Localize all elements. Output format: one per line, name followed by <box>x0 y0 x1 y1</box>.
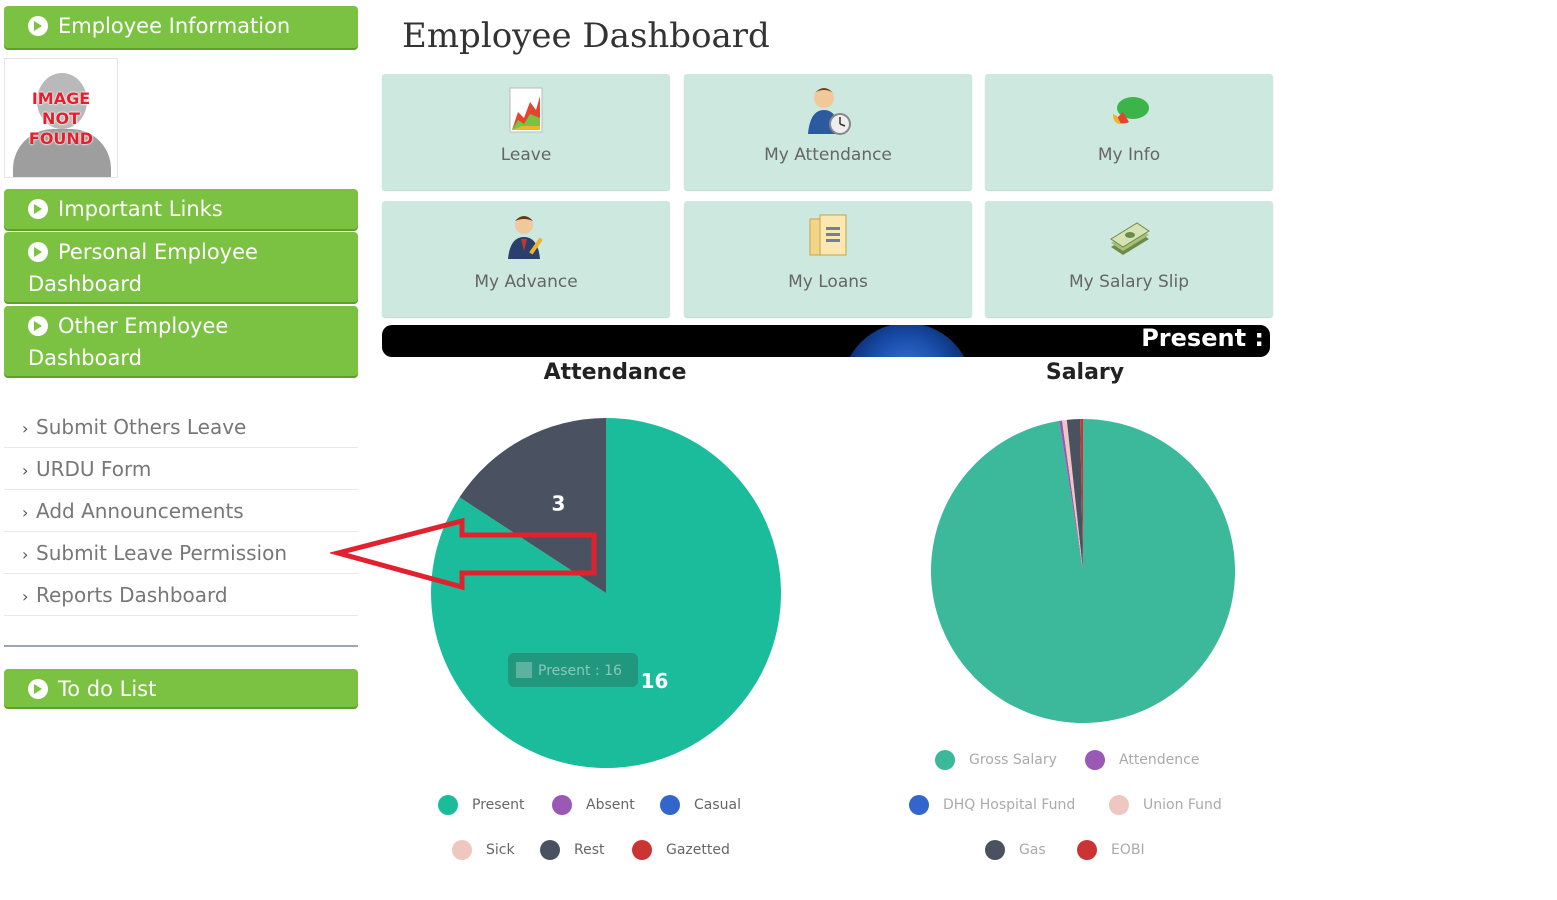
legend-item-sick[interactable]: Sick <box>452 840 515 860</box>
tile-my-salary-slip[interactable]: My Salary Slip <box>985 201 1273 317</box>
legend-item-gas[interactable]: Gas <box>985 840 1046 860</box>
chevron-right-icon: › <box>22 576 36 618</box>
legend-item-union-fund[interactable]: Union Fund <box>1109 795 1222 815</box>
legend-item-gross-salary[interactable]: Gross Salary <box>935 750 1057 770</box>
tile-my-info[interactable]: My Info <box>985 74 1273 190</box>
chevron-right-icon: › <box>22 408 36 450</box>
link-urdu-form[interactable]: › URDU Form <box>4 448 358 490</box>
employee-information-label: Employee Information <box>28 10 348 42</box>
legend-item-rest[interactable]: Rest <box>540 840 605 860</box>
chart-tooltip: Present : 16 <box>508 653 638 687</box>
present-label: Present : <box>1131 325 1264 352</box>
legend-item-gazetted[interactable]: Gazetted <box>632 840 730 860</box>
sidebar-links: › Submit Others Leave › URDU Form › Add Ann… <box>4 406 358 616</box>
circle-arrow-icon <box>28 16 48 36</box>
legend-item-present[interactable]: Present <box>438 795 525 815</box>
personal-employee-dashboard-header[interactable]: Personal Employee Dashboard <box>4 232 358 302</box>
link-reports-dashboard[interactable]: › Reports Dashboard <box>4 574 358 616</box>
link-submit-others-leave[interactable]: › Submit Others Leave <box>4 406 358 448</box>
page-title: Employee Dashboard <box>402 16 770 56</box>
data-label-present: 16 <box>641 669 669 693</box>
attendance-pie-chart: 16 3 Present : 16 <box>420 405 800 785</box>
tile-my-loans[interactable]: My Loans <box>684 201 972 317</box>
attendance-chart-title: Attendance <box>520 360 710 385</box>
circle-arrow-icon <box>28 679 48 699</box>
link-submit-leave-permission[interactable]: › Submit Leave Permission <box>4 532 358 574</box>
salary-chart-title: Salary <box>990 360 1180 385</box>
red-arrow-annotation <box>330 515 610 595</box>
circle-arrow-icon <box>28 199 48 219</box>
chevron-right-icon: › <box>22 534 36 576</box>
employee-information-header[interactable]: Employee Information <box>4 6 358 48</box>
attendance-legend: Present Absent Casual Sick Rest Gazetted <box>430 795 790 875</box>
money-icon <box>1107 211 1153 263</box>
legend-item-casual[interactable]: Casual <box>660 795 741 815</box>
circle-arrow-icon <box>28 242 48 262</box>
pie-icon <box>1107 84 1153 136</box>
document-icon <box>806 211 852 263</box>
user-clock-icon <box>806 84 852 136</box>
circle-arrow-icon <box>28 316 48 336</box>
legend-item-attendence[interactable]: Attendence <box>1085 750 1199 770</box>
legend-item-eobi[interactable]: EOBI <box>1077 840 1145 860</box>
user-pen-icon <box>504 211 550 263</box>
tile-my-advance[interactable]: My Advance <box>382 201 670 317</box>
divider <box>4 645 358 647</box>
legend-item-dhq-hospital-fund[interactable]: DHQ Hospital Fund <box>909 795 1075 815</box>
tile-leave[interactable]: Leave <box>382 74 670 190</box>
link-add-announcements[interactable]: › Add Announcements <box>4 490 358 532</box>
legend-item-absent[interactable]: Absent <box>552 795 635 815</box>
globe-graphic <box>842 325 972 357</box>
salary-legend: Gross Salary Attendence DHQ Hospital Fun… <box>905 750 1245 870</box>
todo-list-header[interactable]: To do List <box>4 669 358 707</box>
svg-text:Present : 16: Present : 16 <box>538 663 622 679</box>
important-links-header[interactable]: Important Links <box>4 189 358 229</box>
salary-pie-chart <box>920 408 1250 738</box>
present-banner: Present : <box>382 325 1270 357</box>
avatar: IMAGE NOT FOUND <box>4 58 118 178</box>
other-employee-dashboard-header[interactable]: Other Employee Dashboard <box>4 306 358 376</box>
chevron-right-icon: › <box>22 492 36 534</box>
chevron-right-icon: › <box>22 450 36 492</box>
chart-icon <box>504 84 550 136</box>
data-label-rest: 3 <box>551 492 565 516</box>
tile-my-attendance[interactable]: My Attendance <box>684 74 972 190</box>
